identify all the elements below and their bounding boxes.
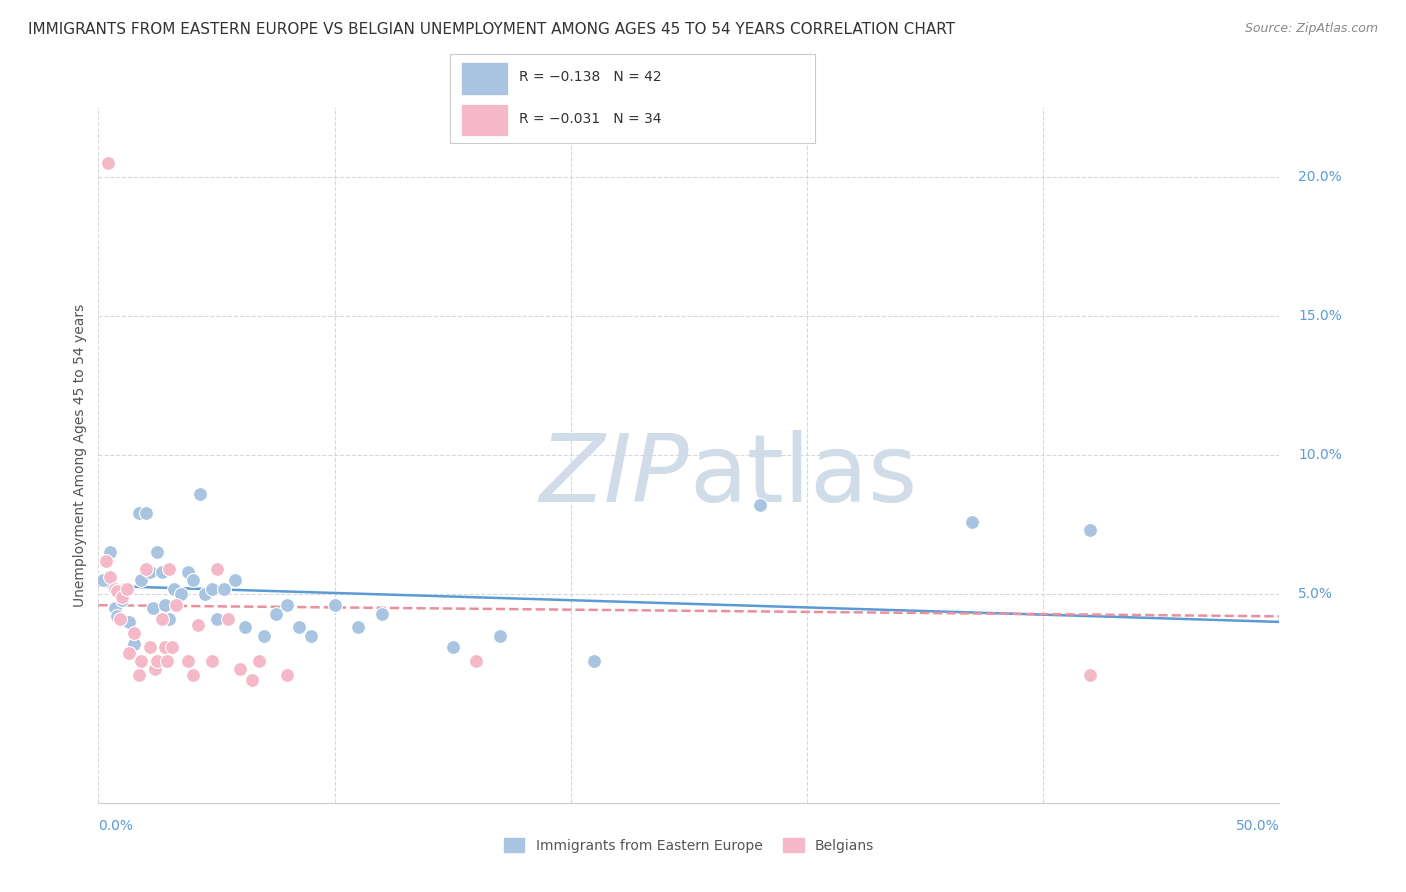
Point	[135, 507, 157, 521]
FancyBboxPatch shape	[461, 62, 509, 95]
Point	[748, 498, 770, 512]
Point	[98, 570, 121, 584]
Point	[108, 612, 131, 626]
Legend: Immigrants from Eastern Europe, Belgians: Immigrants from Eastern Europe, Belgians	[498, 832, 880, 858]
Point	[276, 598, 298, 612]
Point	[465, 654, 488, 668]
Point	[150, 612, 173, 626]
Point	[264, 607, 287, 621]
Point	[105, 584, 128, 599]
Point	[299, 629, 322, 643]
Point	[188, 487, 211, 501]
Point	[129, 654, 152, 668]
Point	[371, 607, 394, 621]
Point	[177, 654, 200, 668]
Point	[165, 598, 187, 612]
Point	[150, 565, 173, 579]
Text: 5.0%: 5.0%	[1298, 587, 1333, 601]
Point	[111, 592, 134, 607]
Point	[122, 637, 145, 651]
Point	[201, 582, 224, 596]
Point	[441, 640, 464, 654]
Point	[98, 545, 121, 559]
Point	[153, 598, 176, 612]
Point	[146, 545, 169, 559]
Text: 10.0%: 10.0%	[1298, 448, 1343, 462]
Point	[112, 582, 135, 596]
Text: 0.0%: 0.0%	[98, 820, 134, 833]
Point	[142, 601, 165, 615]
Point	[240, 673, 263, 688]
Point	[187, 617, 209, 632]
Point	[160, 640, 183, 654]
Text: R = −0.031   N = 34: R = −0.031 N = 34	[519, 112, 662, 126]
Point	[97, 155, 120, 169]
Point	[122, 626, 145, 640]
Point	[181, 573, 204, 587]
Point	[181, 667, 204, 681]
Point	[128, 667, 150, 681]
Point	[1080, 523, 1102, 537]
Text: 50.0%: 50.0%	[1236, 820, 1279, 833]
Text: Source: ZipAtlas.com: Source: ZipAtlas.com	[1244, 22, 1378, 36]
Point	[157, 612, 180, 626]
FancyBboxPatch shape	[461, 104, 509, 136]
Point	[229, 662, 252, 676]
Point	[201, 654, 224, 668]
Point	[962, 515, 984, 529]
Point	[247, 654, 270, 668]
Text: ZIP: ZIP	[540, 430, 689, 521]
Text: 15.0%: 15.0%	[1298, 309, 1343, 323]
Point	[115, 582, 138, 596]
Point	[217, 612, 239, 626]
Point	[91, 573, 114, 587]
Point	[205, 612, 228, 626]
Point	[118, 646, 141, 660]
Point	[118, 615, 141, 629]
Point	[139, 565, 162, 579]
Point	[104, 582, 127, 596]
Point	[253, 629, 276, 643]
Point	[94, 554, 117, 568]
Point	[139, 640, 162, 654]
Point	[583, 654, 606, 668]
Text: IMMIGRANTS FROM EASTERN EUROPE VS BELGIAN UNEMPLOYMENT AMONG AGES 45 TO 54 YEARS: IMMIGRANTS FROM EASTERN EUROPE VS BELGIA…	[28, 22, 955, 37]
Point	[212, 582, 235, 596]
Point	[489, 629, 512, 643]
Point	[288, 620, 311, 634]
Point	[153, 640, 176, 654]
Point	[105, 609, 128, 624]
Text: atlas: atlas	[689, 430, 917, 522]
Point	[323, 598, 346, 612]
Y-axis label: Unemployment Among Ages 45 to 54 years: Unemployment Among Ages 45 to 54 years	[73, 303, 87, 607]
Point	[177, 565, 200, 579]
Point	[194, 587, 217, 601]
Point	[143, 662, 166, 676]
Point	[156, 654, 179, 668]
Point	[233, 620, 256, 634]
Point	[224, 573, 246, 587]
Point	[129, 573, 152, 587]
Point	[276, 667, 298, 681]
Point	[128, 507, 150, 521]
Point	[111, 590, 134, 604]
Point	[347, 620, 370, 634]
Point	[104, 601, 127, 615]
Point	[170, 587, 193, 601]
Point	[205, 562, 228, 576]
Point	[163, 582, 186, 596]
Point	[146, 654, 169, 668]
Text: R = −0.138   N = 42: R = −0.138 N = 42	[519, 70, 662, 84]
Point	[157, 562, 180, 576]
Point	[1080, 667, 1102, 681]
Text: 20.0%: 20.0%	[1298, 169, 1343, 184]
Point	[135, 562, 157, 576]
